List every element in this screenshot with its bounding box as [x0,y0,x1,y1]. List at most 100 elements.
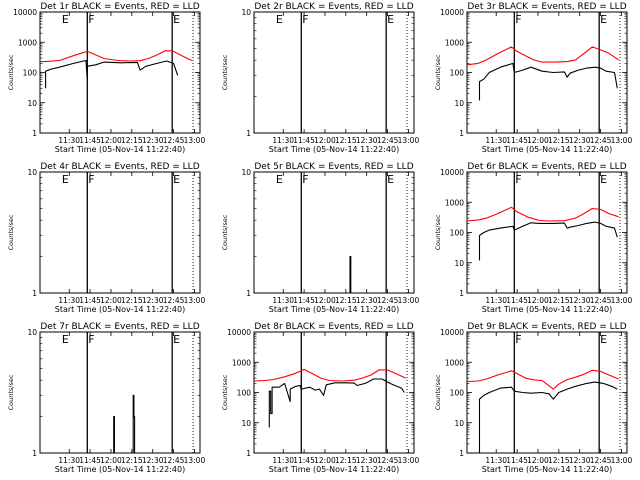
panel-9-x-tick-label: 12:30 [569,456,591,465]
panel-7-x-tick-label: 12:00 [100,456,122,465]
panel-1-y-tick-label: 1000 [18,38,37,47]
panel-8-y-axis-label: Counts/sec [221,374,229,410]
panel-7-x-tick-label: 11:30 [58,456,80,465]
panel-9-marker-label: F [515,333,521,346]
panel-8-y-tick-label: 10 [241,419,251,428]
panel-3-y-tick-label: 100 [450,69,465,78]
panel-9-y-tick-label: 1 [459,449,464,458]
panel-2-plot-frame [253,11,415,134]
panel-4-y-axis-label: Counts/sec [7,214,15,250]
panel-7-x-axis-label: Start Time (05-Nov-14 11:22:40) [55,465,185,474]
panel-4-x-tick-label: 12:30 [142,296,164,305]
panel-4-marker-label: F [88,173,94,186]
panel-8-plot-frame [253,331,415,454]
panel-9-x-tick-label: 12:00 [527,456,549,465]
panel-5-title: Det 5r BLACK = Events, RED = LLD [254,162,413,172]
panel-7-y-axis-label: Counts/sec [7,374,15,410]
panel-5-marker-label: F [302,173,308,186]
panel-8-x-tick-label: 13:00 [398,456,420,465]
panel-1-title: Det 1r BLACK = Events, RED = LLD [40,2,199,12]
panel-3-y-tick-label: 10000 [440,8,464,17]
panel-1-y-tick-label: 100 [23,69,38,78]
panel-8-title: Det 8r BLACK = Events, RED = LLD [254,322,413,332]
panel-1-x-tick-label: 13:00 [184,136,206,145]
panel-6-x-tick-label: 12:00 [527,296,549,305]
panel-6-x-axis-label: Start Time (05-Nov-14 11:22:40) [482,305,612,314]
panel-3-marker-label: E [600,13,607,26]
panel-2-y-tick-label: 1 [246,129,251,138]
panel-5-x-tick-label: 13:00 [398,296,420,305]
panel-5-x-tick-label: 12:30 [356,296,378,305]
panel-8-x-tick-label: 12:15 [335,456,357,465]
panel-6-x-tick-label: 13:00 [611,296,633,305]
panel-4-x-tick-label: 11:30 [58,296,80,305]
panel-1-x-tick-label: 11:30 [58,136,80,145]
panel-6-plot-frame [466,171,628,294]
panel-5-marker-label: E [387,173,394,186]
panel-9-y-tick-label: 10 [454,419,464,428]
panel-1-y-tick-label: 10 [27,99,37,108]
panel-3-x-tick-label: 12:00 [527,136,549,145]
panel-2-marker-label: F [302,13,308,26]
panel-2-y-axis-label: Counts/sec [221,54,229,90]
panel-9-y-axis-label: Counts/sec [434,374,442,410]
panel-6-y-tick-label: 1 [459,289,464,298]
panel-5-x-tick-label: 11:45 [293,296,315,305]
panel-7-events-line [132,394,136,453]
panel-4-x-axis-label: Start Time (05-Nov-14 11:22:40) [55,305,185,314]
panel-4-y-tick-label: 1 [32,289,37,298]
panel-7-x-tick-label: 13:00 [184,456,206,465]
panel-4-x-tick-label: 13:00 [184,296,206,305]
panel-3-x-axis-label: Start Time (05-Nov-14 11:22:40) [482,145,612,154]
panel-7-title: Det 7r BLACK = Events, RED = LLD [40,322,199,332]
panel-6-x-tick-label: 12:45 [590,296,612,305]
panel-4-x-tick-label: 11:45 [79,296,101,305]
panel-5-y-axis-label: Counts/sec [221,214,229,250]
panel-2-y-tick-label: 10 [241,8,251,17]
panel-2-x-axis-label: Start Time (05-Nov-14 11:22:40) [269,145,399,154]
panel-5-x-tick-label: 12:45 [377,296,399,305]
panel-9-x-axis-label: Start Time (05-Nov-14 11:22:40) [482,465,612,474]
panel-3-y-tick-label: 1 [459,129,464,138]
panel-3-y-axis-label: Counts/sec [434,54,442,90]
panel-6-marker-label: E [600,173,607,186]
panel-9-x-tick-label: 11:45 [506,456,528,465]
panel-3-x-tick-label: 12:45 [590,136,612,145]
panel-1-x-tick-label: 12:00 [100,136,122,145]
panel-9-title: Det 9r BLACK = Events, RED = LLD [467,322,626,332]
panel-9-x-tick-label: 11:30 [485,456,507,465]
panel-8-x-axis-label: Start Time (05-Nov-14 11:22:40) [269,465,399,474]
panel-7-marker-label: E [62,333,69,346]
panel-5-x-tick-label: 12:15 [335,296,357,305]
panel-5-plot-frame [253,171,415,294]
panel-7-marker-label: F [88,333,94,346]
panel-9-y-tick-label: 1000 [445,358,464,367]
panel-5-x-tick-label: 11:30 [272,296,294,305]
panel-3-x-tick-label: 12:30 [569,136,591,145]
panel-2-x-tick-label: 12:15 [335,136,357,145]
panel-3-y-tick-label: 10 [454,99,464,108]
panel-2-title: Det 2r BLACK = Events, RED = LLD [254,2,413,12]
panel-8-x-tick-label: 12:00 [314,456,336,465]
panel-2-x-tick-label: 12:45 [377,136,399,145]
panel-4-y-tick-label: 10 [27,168,37,177]
panel-8-y-tick-label: 10000 [227,328,251,337]
panel-9-x-tick-label: 13:00 [611,456,633,465]
panel-7-events-line [113,416,115,453]
panel-2-x-tick-label: 11:45 [293,136,315,145]
panel-4-marker-label: E [62,173,69,186]
panel-1-x-tick-label: 11:45 [79,136,101,145]
panel-3-events-line [478,62,618,101]
panel-3-x-tick-label: 13:00 [611,136,633,145]
panel-7-y-tick-label: 1 [32,449,37,458]
panel-6-x-tick-label: 11:45 [506,296,528,305]
panel-6-x-tick-label: 11:30 [485,296,507,305]
panel-6-events-line [478,221,618,261]
panel-2-x-tick-label: 12:30 [356,136,378,145]
panel-7-x-tick-label: 11:45 [79,456,101,465]
panel-4-plot-frame [39,171,201,294]
panel-6-x-tick-label: 12:30 [569,296,591,305]
panel-8-y-tick-label: 1000 [232,358,251,367]
panel-5-y-tick-label: 10 [241,168,251,177]
